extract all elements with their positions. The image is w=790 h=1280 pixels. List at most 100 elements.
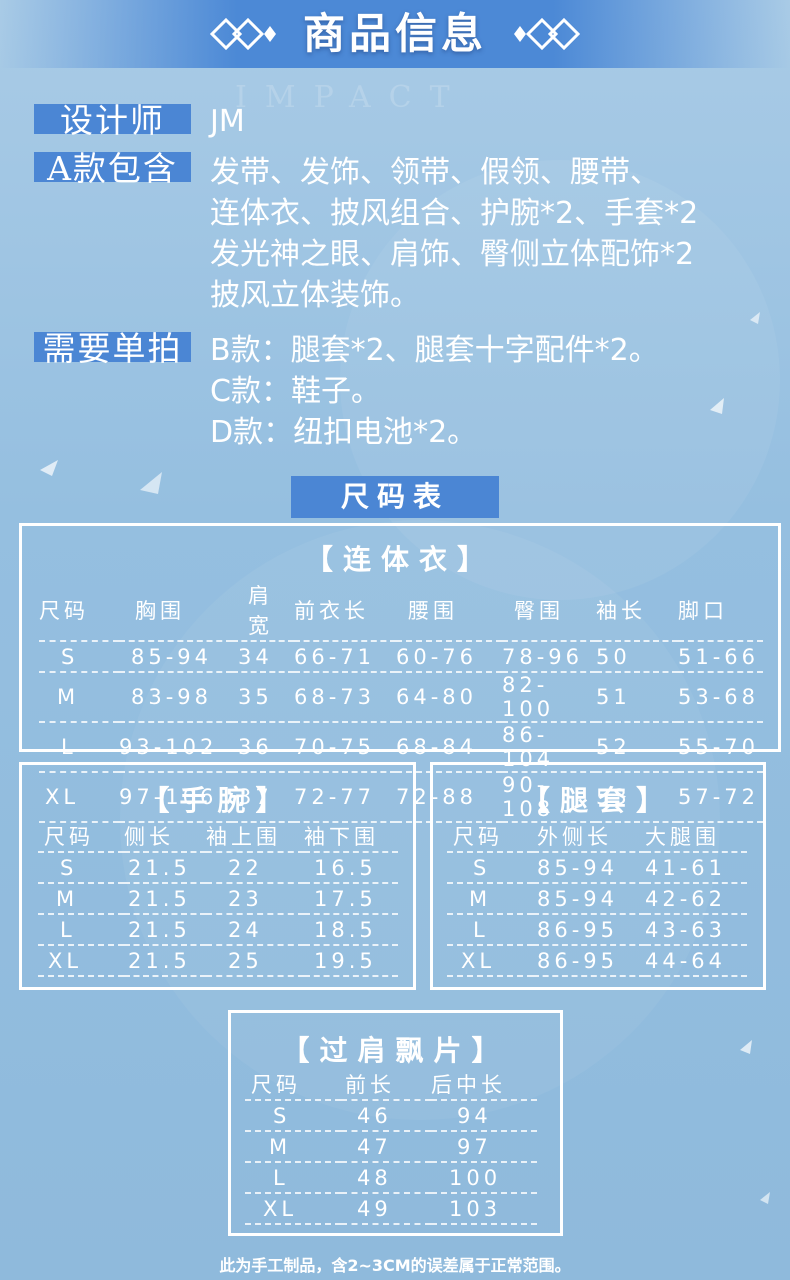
table-cell: 51	[596, 672, 678, 723]
table-cell: 48	[341, 1162, 431, 1194]
table-cell: 82-100	[502, 672, 596, 723]
table-cell: 35	[232, 672, 294, 723]
table-row: XL 49 103	[245, 1193, 537, 1225]
table-cell: 37	[232, 772, 294, 823]
table-cell: 100	[431, 1162, 537, 1194]
table-cell: 25	[206, 945, 304, 977]
table-row: S 85-94 41-61	[447, 852, 747, 884]
column-header: 大腿围	[645, 821, 747, 853]
column-header: 前衣长	[294, 580, 396, 642]
leg-size-box: 【腿套】 尺码 外侧长 大腿围 S 85-94 41-61 M 85-94 42…	[430, 762, 766, 990]
table-cell: 44-64	[645, 945, 747, 977]
table-cell: 86-95	[533, 914, 645, 946]
shoulder-panel-size-table: 尺码 前长 后中长 S 46 94 M 47 97 L 48 100 XL	[245, 1069, 537, 1225]
table-cell: 85-94	[533, 883, 645, 915]
table-cell: 70-75	[294, 722, 396, 773]
table-row: M 83-98 35 68-73 64-80 82-100 51 53-68	[39, 672, 763, 723]
separate-purchase-line: C款：鞋子。	[210, 374, 381, 409]
table-cell: 51-66	[678, 641, 763, 673]
column-header: 侧长	[124, 821, 206, 853]
table-cell: L	[447, 914, 533, 946]
package-a-line: 发光神之眼、肩饰、臀侧立体配饰*2	[210, 237, 695, 272]
table-cell: 103	[431, 1193, 537, 1225]
table-cell: 97-106	[119, 772, 232, 823]
separate-purchase-line: B款：腿套*2、腿套十字配件*2。	[210, 333, 659, 368]
column-header: 袖长	[596, 580, 678, 642]
table-header-row: 尺码 侧长 袖上围 袖下围	[38, 821, 398, 853]
column-header: 脚口	[678, 580, 763, 642]
table-cell: 41-61	[645, 852, 747, 884]
table-cell: 43-63	[645, 914, 747, 946]
table-row: M 85-94 42-62	[447, 883, 747, 915]
column-header: 前长	[341, 1069, 431, 1101]
table-cell: S	[245, 1100, 341, 1132]
table-cell: 23	[206, 883, 304, 915]
wrist-title: 【手腕】	[141, 784, 294, 817]
table-cell: XL	[39, 772, 119, 823]
table-row: XL 86-95 44-64	[447, 945, 747, 977]
jumpsuit-size-box: 【连体衣】 尺码 胸围 肩宽 前衣长 腰围 臀围 袖长 脚口 S 85-94 3…	[19, 523, 781, 823]
table-cell: 21.5	[124, 945, 206, 977]
table-cell: S	[39, 641, 119, 673]
table-cell: M	[39, 672, 119, 723]
table-cell: 16.5	[304, 852, 398, 884]
wrist-size-table: 尺码 侧长 袖上围 袖下围 S 21.5 22 16.5 M 21.5 23 1…	[38, 821, 398, 977]
table-cell: 94	[431, 1100, 537, 1132]
table-cell: L	[245, 1162, 341, 1194]
table-cell: 68-73	[294, 672, 396, 723]
table-cell: 85-94	[119, 641, 232, 673]
table-cell: 18.5	[304, 914, 398, 946]
table-header-row: 尺码 前长 后中长	[245, 1069, 537, 1101]
shoulder-panel-size-box: 【过肩飘片】 尺码 前长 后中长 S 46 94 M 47 97 L 48	[228, 1010, 563, 1236]
column-header: 臀围	[502, 580, 596, 642]
page-title: 商品信息	[302, 9, 487, 58]
table-cell: 66-71	[294, 641, 396, 673]
footer-note: 此为手工制品，含2~3CM的误差属于正常范围。	[219, 1256, 571, 1275]
table-header-row: 尺码 外侧长 大腿围	[447, 821, 747, 853]
jumpsuit-size-table: 尺码 胸围 肩宽 前衣长 腰围 臀围 袖长 脚口 S 85-94 34 66-7…	[39, 580, 763, 823]
table-header-row: 尺码 胸围 肩宽 前衣长 腰围 臀围 袖长 脚口	[39, 580, 763, 642]
table-cell: 78-96	[502, 641, 596, 673]
table-cell: 53-68	[678, 672, 763, 723]
separate-purchase-line: D款：纽扣电池*2。	[210, 415, 478, 450]
table-cell: L	[38, 914, 124, 946]
column-header: 腰围	[396, 580, 502, 642]
table-cell: 19.5	[304, 945, 398, 977]
column-header: 胸围	[119, 580, 232, 642]
table-cell: 22	[206, 852, 304, 884]
leg-size-table: 尺码 外侧长 大腿围 S 85-94 41-61 M 85-94 42-62 L…	[447, 821, 747, 977]
table-cell: XL	[38, 945, 124, 977]
table-cell: 53	[596, 772, 678, 823]
table-row: L 21.5 24 18.5	[38, 914, 398, 946]
table-row: L 48 100	[245, 1162, 537, 1194]
table-cell: 83-98	[119, 672, 232, 723]
watermark-text: IMPACT	[235, 80, 468, 115]
column-header: 袖下围	[304, 821, 398, 853]
table-row: M 47 97	[245, 1131, 537, 1163]
column-header: 尺码	[39, 580, 119, 642]
table-cell: 46	[341, 1100, 431, 1132]
column-header: 肩宽	[232, 580, 294, 642]
column-header: 尺码	[38, 821, 124, 853]
diamond-decoration-icon	[210, 18, 276, 50]
package-a-line: 发带、发饰、领带、假领、腰带、	[210, 155, 660, 190]
column-header: 后中长	[431, 1069, 537, 1101]
column-header: 袖上围	[206, 821, 304, 853]
table-row: S 85-94 34 66-71 60-76 78-96 50 51-66	[39, 641, 763, 673]
package-a-line: 连体衣、披风组合、护腕*2、手套*2	[210, 196, 699, 231]
table-cell: 42-62	[645, 883, 747, 915]
table-row: S 21.5 22 16.5	[38, 852, 398, 884]
table-cell: M	[38, 883, 124, 915]
table-cell: S	[447, 852, 533, 884]
table-cell: XL	[245, 1193, 341, 1225]
separate-purchase-label: 需要单拍	[34, 332, 191, 366]
table-cell: 17.5	[304, 883, 398, 915]
table-cell: 97	[431, 1131, 537, 1163]
table-row: L 86-95 43-63	[447, 914, 747, 946]
table-cell: XL	[447, 945, 533, 977]
table-cell: 34	[232, 641, 294, 673]
designer-label: 设计师	[34, 104, 191, 138]
title-bar	[0, 0, 790, 68]
table-row: S 46 94	[245, 1100, 537, 1132]
leg-title: 【腿套】	[521, 784, 674, 817]
